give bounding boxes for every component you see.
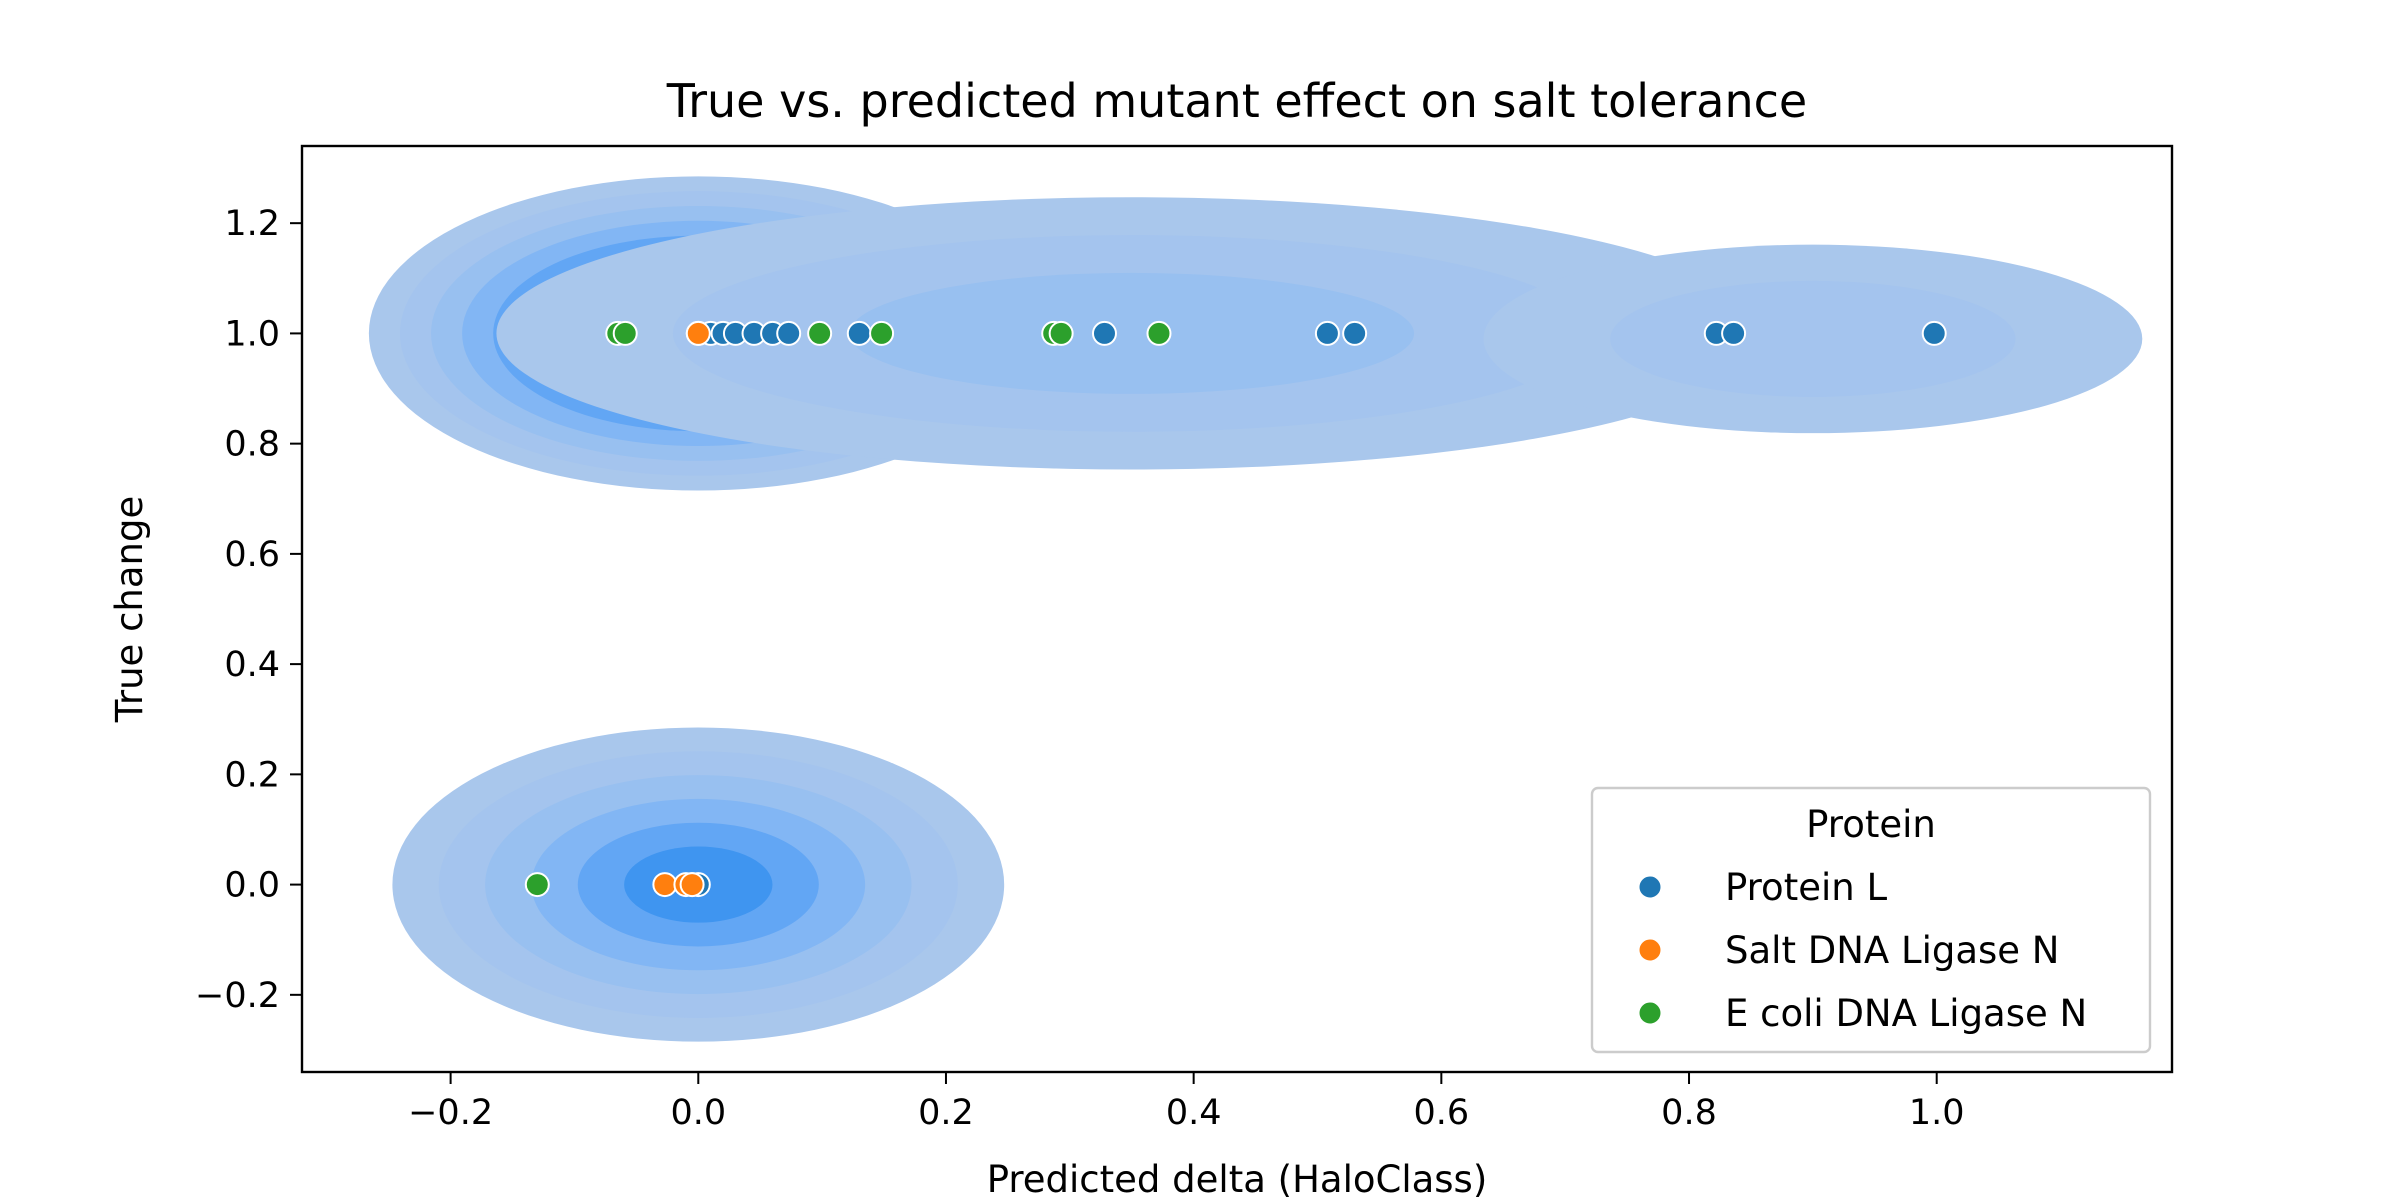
density-layer [368,176,2143,1042]
x-tick-label: 0.8 [1661,1093,1717,1133]
x-tick-label: 1.0 [1909,1093,1965,1133]
density-contour-1-2 [849,272,1415,394]
point-protein-l-6 [776,320,802,346]
point-e-coli-dna-ligase-n-2 [807,320,833,346]
legend-marker-protein-l [1637,874,1663,900]
point-salt-dna-ligase-n-3 [679,872,705,898]
legend: Protein Protein L Salt DNA Ligase N E coli… [1590,786,2152,1054]
x-axis: −0.2 0.0 0.2 0.4 0.6 0.8 1.0 [408,1072,1965,1133]
point-e-coli-dna-ligase-n-5 [1048,320,1074,346]
legend-label-salt-dna-ligase-n: Salt DNA Ligase N [1725,929,2059,972]
legend-label-e-coli-dna-ligase-n: E coli DNA Ligase N [1725,992,2087,1035]
y-axis-label: True change [108,496,151,724]
x-tick-label: 0.2 [918,1093,974,1133]
point-e-coli-dna-ligase-n-1 [612,320,638,346]
x-tick-label: 0.4 [1166,1093,1222,1133]
legend-items: Protein L Salt DNA Ligase N E coli DNA Lig… [1637,866,2087,1035]
plot-frame [300,144,2174,1074]
y-tick-label: 1.2 [224,204,280,244]
x-tick-label: 0.0 [670,1093,726,1133]
legend-title: Protein [1806,803,1936,846]
point-protein-l-8 [1091,320,1117,346]
x-tick-label: −0.2 [408,1093,493,1133]
point-protein-l-10 [1342,320,1368,346]
points-layer [524,320,1947,898]
y-tick-label: 0.6 [224,535,280,575]
y-axis: −0.2 0.0 0.2 0.4 0.6 0.8 1.0 1.2 [195,204,302,1016]
point-e-coli-dna-ligase-n-6 [1146,320,1172,346]
legend-marker-e-coli-dna-ligase-n [1637,1000,1663,1026]
point-salt-dna-ligase-n-0 [685,320,711,346]
point-e-coli-dna-ligase-n-7 [524,872,550,898]
point-e-coli-dna-ligase-n-3 [869,320,895,346]
point-protein-l-12 [1721,320,1747,346]
legend-box [1590,786,2152,1054]
y-tick-label: 1.0 [224,314,280,354]
x-tick-label: 0.6 [1414,1093,1470,1133]
x-axis-label: Predicted delta (HaloClass) [987,1158,1488,1200]
y-tick-label: 0.8 [224,425,280,465]
y-tick-label: 0.2 [224,755,280,795]
legend-marker-salt-dna-ligase-n [1637,937,1663,963]
point-salt-dna-ligase-n-1 [652,872,678,898]
point-protein-l-13 [1921,320,1947,346]
point-protein-l-9 [1314,320,1340,346]
chart-title: True vs. predicted mutant effect on salt… [666,74,1807,128]
y-tick-label: −0.2 [195,976,280,1016]
density-contour-2-1 [1610,280,2016,397]
legend-label-protein-l: Protein L [1725,866,1887,909]
point-protein-l-7 [846,320,872,346]
y-tick-label: 0.4 [224,645,280,685]
y-tick-label: 0.0 [224,866,280,906]
